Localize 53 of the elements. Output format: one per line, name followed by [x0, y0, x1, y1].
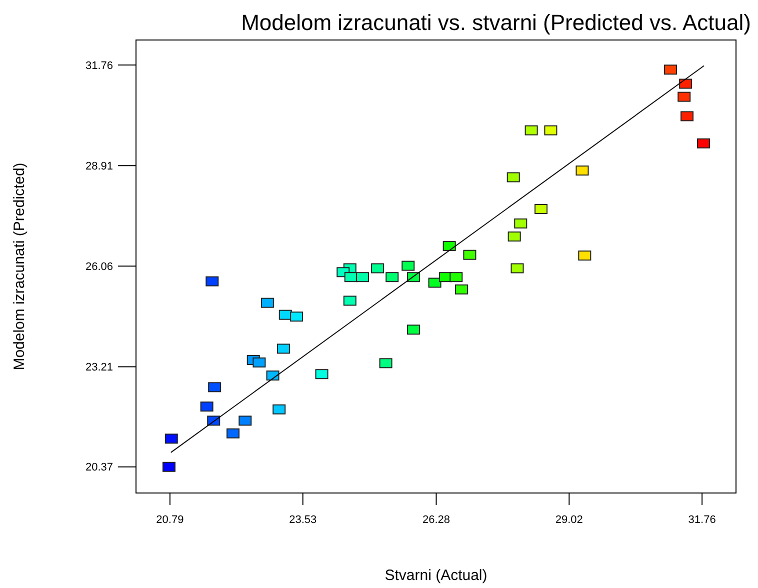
point [576, 166, 589, 176]
point [290, 312, 304, 322]
point [402, 260, 415, 271]
point [315, 369, 328, 380]
point [450, 272, 463, 282]
point [442, 241, 456, 252]
point [697, 138, 710, 148]
y-axis-title: Modelom izracunati (Predicted) [11, 162, 28, 370]
y-tick-label: 20.37 [85, 462, 113, 474]
y-tick-label: 26.06 [85, 260, 113, 273]
point [238, 416, 252, 426]
point [463, 250, 476, 260]
point [406, 324, 420, 335]
point [544, 125, 558, 136]
point [226, 428, 240, 438]
point [272, 404, 286, 414]
point [428, 278, 442, 288]
point [506, 172, 520, 182]
x-tick-label: 31.76 [688, 514, 716, 526]
point [164, 434, 178, 444]
point [260, 298, 274, 308]
point [664, 64, 678, 75]
point [508, 232, 521, 242]
point [162, 462, 176, 472]
point [208, 382, 222, 392]
x-axis-title: Stvarni (Actual) [384, 567, 488, 584]
y-tick-label: 31.76 [85, 60, 113, 72]
point [386, 272, 399, 282]
point [356, 272, 370, 282]
point [454, 284, 468, 294]
x-tick-label: 29.02 [555, 514, 583, 526]
x-tick-label: 20.79 [156, 514, 184, 526]
point [524, 125, 538, 136]
y-tick-label: 23.21 [85, 362, 113, 374]
point [534, 204, 548, 214]
point [266, 370, 280, 381]
point [680, 111, 694, 122]
point [678, 92, 691, 102]
point [514, 218, 528, 228]
point [371, 263, 384, 274]
chart-title: Modelom izracunati vs. stvarni (Predicted vs. Actual) [241, 10, 751, 35]
point [206, 276, 219, 286]
point [379, 358, 392, 368]
point [276, 344, 290, 354]
x-tick-label: 23.53 [289, 514, 317, 526]
y-tick-label: 28.91 [85, 160, 113, 172]
point [343, 296, 356, 306]
point [578, 250, 592, 261]
point [679, 78, 692, 89]
point [200, 402, 214, 412]
point [510, 263, 524, 274]
point [252, 357, 266, 368]
x-tick-label: 26.28 [422, 514, 450, 526]
